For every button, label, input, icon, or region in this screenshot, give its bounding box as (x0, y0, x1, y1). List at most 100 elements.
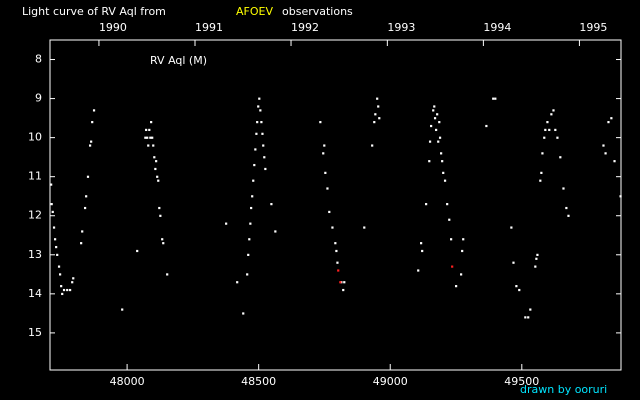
data-point (149, 136, 152, 139)
data-point (376, 97, 379, 100)
data-point (512, 261, 515, 264)
data-point (562, 187, 565, 190)
data-point (55, 245, 58, 249)
y-tick-label: 12 (28, 209, 42, 222)
data-point (242, 312, 245, 315)
data-point (441, 160, 444, 163)
data-point (121, 308, 124, 311)
data-point (331, 226, 334, 229)
data-point (324, 171, 327, 174)
data-point (56, 253, 59, 256)
data-point (260, 121, 263, 124)
data-point (91, 121, 94, 124)
data-point (448, 218, 451, 221)
plot-frame (49, 39, 622, 371)
data-point (433, 117, 437, 120)
data-point (417, 269, 420, 272)
data-point (52, 226, 56, 229)
data-point (610, 117, 613, 120)
data-point (53, 238, 57, 241)
data-point (57, 265, 61, 268)
data-point (254, 148, 257, 151)
data-point (256, 121, 259, 124)
data-point (51, 210, 54, 214)
data-point (524, 316, 527, 319)
data-point (492, 97, 495, 100)
data-point (425, 203, 428, 206)
data-point (328, 210, 331, 214)
data-point (559, 156, 562, 159)
x-tick-label: 49000 (373, 375, 408, 388)
data-point (554, 128, 557, 132)
data-point (251, 195, 254, 198)
data-point (146, 136, 149, 139)
data-point (438, 136, 442, 139)
data-point (236, 281, 239, 284)
data-point (342, 288, 345, 292)
data-point (494, 97, 497, 100)
data-point (66, 288, 69, 292)
x-tick-label: 48000 (110, 375, 145, 388)
data-point (455, 285, 458, 288)
data-point (262, 144, 265, 147)
data-point (159, 214, 162, 217)
data-point (151, 136, 154, 139)
data-point (61, 292, 64, 296)
data-point (270, 203, 273, 206)
x2-tick-label: 1993 (387, 21, 415, 34)
data-point (536, 253, 539, 256)
data-point (556, 136, 559, 139)
data-point (162, 242, 165, 245)
data-point (88, 144, 92, 147)
x2-tick-label: 1994 (483, 21, 511, 34)
y-tick-label: 8 (35, 53, 42, 66)
data-point (247, 253, 250, 256)
x-tick-label: 49500 (504, 375, 539, 388)
data-point (153, 156, 156, 159)
data-point (145, 128, 148, 132)
data-point (246, 273, 249, 276)
data-point (58, 273, 62, 276)
data-point (619, 195, 622, 198)
data-point (534, 265, 537, 268)
y-tick-label: 14 (28, 287, 42, 300)
data-point (248, 238, 251, 241)
data-point (323, 144, 326, 147)
data-point (567, 214, 570, 217)
data-point (50, 183, 53, 186)
data-point (326, 187, 329, 190)
data-point (60, 285, 63, 288)
data-point (259, 109, 262, 112)
data-point (548, 128, 551, 132)
data-point (377, 105, 380, 108)
data-point (371, 144, 374, 147)
data-point (68, 288, 72, 292)
data-point (157, 179, 160, 182)
data-point (81, 230, 84, 233)
data-point (62, 288, 66, 292)
x2-tick-label: 1992 (291, 21, 319, 34)
y-tick-label: 15 (28, 326, 42, 339)
data-point (147, 144, 150, 147)
data-point (255, 132, 258, 135)
data-point (92, 109, 96, 112)
data-point (261, 132, 264, 135)
data-point (274, 230, 277, 233)
data-point (460, 273, 463, 276)
data-point (166, 273, 169, 276)
data-point (433, 105, 436, 108)
data-point (343, 281, 346, 284)
data-point (436, 113, 439, 116)
data-point (252, 179, 255, 182)
data-point (378, 117, 381, 120)
data-point (80, 242, 83, 245)
data-point (462, 238, 465, 241)
data-point (428, 140, 432, 143)
data-point (535, 257, 538, 260)
data-point (428, 160, 431, 163)
data-point (432, 109, 435, 112)
data-point (86, 175, 90, 178)
data-point (518, 288, 521, 292)
